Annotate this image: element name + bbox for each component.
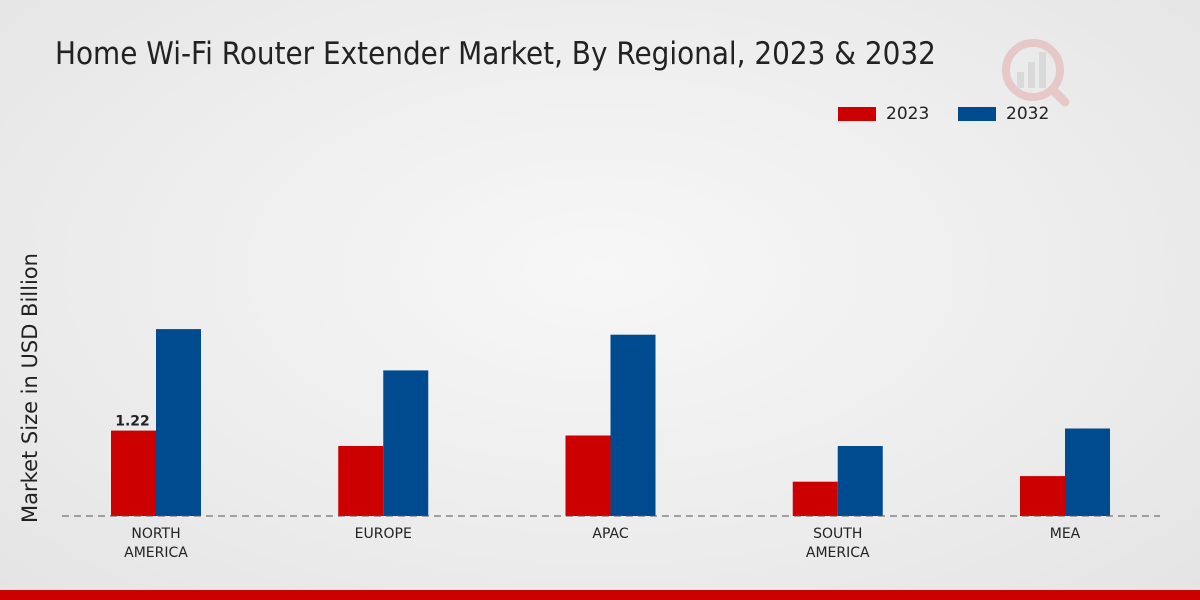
bar-2032-south-america — [837, 446, 883, 516]
footer-bar — [0, 590, 1200, 600]
bar-2023-north-america — [111, 430, 156, 516]
legend-swatch-2023 — [838, 107, 876, 121]
bar-2023-mea — [1020, 476, 1065, 516]
x-tick-label: EUROPE — [355, 526, 412, 542]
x-tick-label: AMERICA — [124, 545, 188, 561]
legend-2032: 2032 — [958, 104, 1049, 124]
chart-title: Home Wi-Fi Router Extender Market, By Re… — [55, 36, 936, 72]
bar-2023-europe — [338, 446, 384, 516]
data-label: 1.22 — [115, 414, 150, 430]
x-tick-label: APAC — [592, 526, 628, 542]
x-tick-label: AMERICA — [806, 545, 870, 561]
bar-2032-mea — [1065, 428, 1110, 516]
legend-label-2032: 2032 — [1006, 104, 1050, 124]
bar-2023-south-america — [792, 481, 838, 516]
bar-2032-north-america — [156, 329, 201, 516]
bar-2023-apac — [565, 435, 611, 516]
bar-2032-europe — [383, 370, 429, 516]
legend-label-2023: 2023 — [886, 104, 930, 124]
bar-2032-apac — [610, 334, 656, 516]
x-tick-label: NORTH — [131, 526, 180, 542]
brand-logo-icon — [1002, 39, 1070, 107]
legend-2023: 2023 — [838, 104, 929, 124]
x-tick-label: MEA — [1050, 526, 1081, 542]
legend-swatch-2032 — [958, 107, 996, 121]
x-tick-label: SOUTH — [813, 526, 862, 542]
